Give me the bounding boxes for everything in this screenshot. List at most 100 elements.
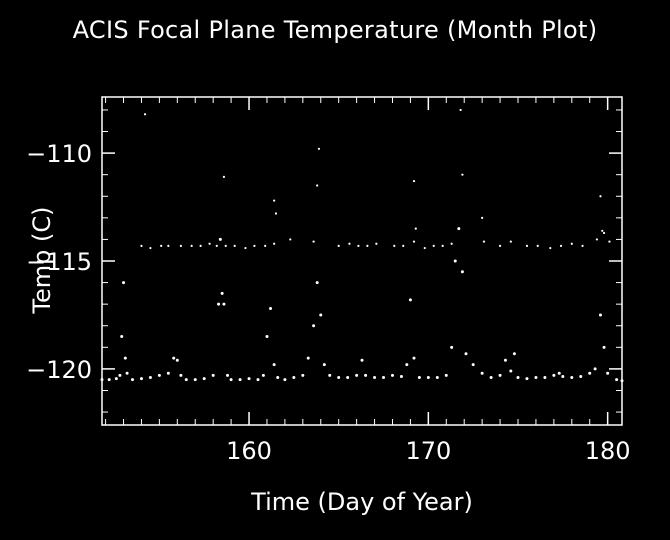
data-point xyxy=(247,377,251,381)
data-point xyxy=(450,345,454,349)
data-point xyxy=(122,281,126,285)
data-point xyxy=(283,378,287,382)
data-point xyxy=(222,302,226,306)
data-point xyxy=(167,244,170,247)
data-point xyxy=(179,244,182,247)
data-point xyxy=(143,113,147,116)
data-point xyxy=(432,244,435,247)
data-point xyxy=(160,244,163,247)
data-point xyxy=(148,376,152,380)
data-point xyxy=(498,244,502,247)
data-point xyxy=(481,216,484,219)
data-point xyxy=(461,173,464,176)
data-point xyxy=(107,378,111,382)
data-point xyxy=(549,246,552,250)
data-point xyxy=(412,180,416,183)
data-point xyxy=(273,242,276,245)
data-point xyxy=(393,244,396,247)
data-point xyxy=(123,356,127,360)
data-point xyxy=(256,378,260,382)
data-point xyxy=(509,369,513,373)
data-point xyxy=(602,231,606,235)
data-point xyxy=(217,302,221,306)
data-point xyxy=(140,244,143,247)
data-point xyxy=(414,227,417,230)
data-point xyxy=(408,298,412,302)
data-point xyxy=(274,212,278,215)
data-point xyxy=(543,376,547,380)
data-point xyxy=(179,373,183,377)
y-tick-label: −115 xyxy=(26,248,92,276)
data-marks xyxy=(100,108,624,383)
data-point xyxy=(218,237,222,241)
data-point xyxy=(534,376,538,380)
data-point xyxy=(360,358,364,362)
data-point xyxy=(322,363,326,367)
data-point xyxy=(130,378,134,382)
data-point xyxy=(579,374,583,378)
data-point xyxy=(402,244,405,247)
chart-title: ACIS Focal Plane Temperature (Month Plot… xyxy=(72,16,598,44)
data-point xyxy=(390,373,394,377)
data-point xyxy=(399,374,403,378)
data-point xyxy=(599,195,602,198)
data-point xyxy=(211,373,215,377)
data-point xyxy=(292,376,296,380)
data-point xyxy=(348,242,351,245)
data-point xyxy=(166,371,170,375)
data-point xyxy=(276,376,280,380)
data-point xyxy=(489,376,493,380)
data-point xyxy=(202,377,206,381)
data-point xyxy=(208,242,211,245)
data-point xyxy=(412,356,416,360)
data-point xyxy=(444,373,448,377)
data-point xyxy=(588,371,592,375)
data-point xyxy=(125,371,129,375)
data-point xyxy=(364,373,368,377)
data-point xyxy=(593,367,597,371)
data-point xyxy=(459,108,462,112)
data-point xyxy=(581,244,584,247)
data-point xyxy=(190,244,193,247)
data-point xyxy=(229,378,233,382)
data-point xyxy=(417,376,421,380)
data-point xyxy=(273,199,276,202)
data-point xyxy=(598,313,602,317)
data-point xyxy=(366,244,369,247)
data-point xyxy=(253,244,256,247)
data-point xyxy=(498,373,502,377)
data-point xyxy=(337,244,340,247)
data-point xyxy=(516,376,520,380)
data-point xyxy=(199,244,202,247)
data-point xyxy=(615,378,619,382)
data-point xyxy=(157,373,161,377)
data-point xyxy=(226,373,230,377)
y-tick-label: −120 xyxy=(26,356,92,384)
data-point xyxy=(355,373,359,377)
data-point xyxy=(289,238,292,241)
data-point xyxy=(512,352,516,356)
data-point xyxy=(220,291,224,295)
data-point xyxy=(602,345,606,349)
data-point xyxy=(215,244,218,247)
data-point xyxy=(557,371,561,375)
data-point xyxy=(382,376,386,380)
data-point xyxy=(172,356,176,360)
data-point xyxy=(120,335,124,339)
data-point xyxy=(269,306,273,310)
data-point xyxy=(265,335,269,339)
data-point xyxy=(328,373,332,377)
data-point xyxy=(570,242,573,245)
data-point xyxy=(525,377,529,381)
data-point xyxy=(114,377,118,381)
data-point xyxy=(175,358,179,362)
data-point xyxy=(595,238,598,241)
data-point xyxy=(301,373,305,377)
data-point xyxy=(184,378,188,382)
data-point xyxy=(316,184,319,187)
data-point xyxy=(606,371,610,375)
data-point xyxy=(312,324,316,328)
data-point xyxy=(139,377,143,381)
data-point xyxy=(608,240,611,243)
